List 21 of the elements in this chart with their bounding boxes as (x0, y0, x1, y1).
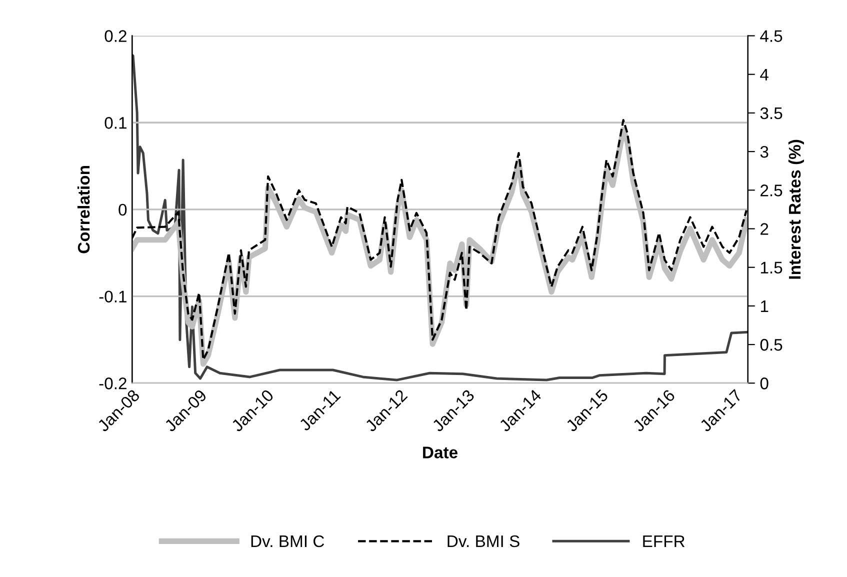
y2-tick-label: 0.5 (760, 338, 782, 351)
y2-axis-title: Interest Rates (%) (788, 140, 804, 279)
y2-tick-label: 4 (760, 68, 768, 80)
y2-tick-label: 4.5 (760, 30, 782, 42)
y2-tick-label: 3 (760, 146, 768, 158)
y2-tick-label: 2 (760, 223, 768, 235)
y2-tick-label: 1 (760, 300, 768, 312)
y2-tick-label: 2.5 (760, 184, 782, 196)
legend-label: Dv. BMI C (251, 535, 324, 548)
y-tick-label: 0.2 (104, 30, 126, 42)
y2-tick-label: 0 (760, 378, 768, 390)
y-tick-label: -0.2 (99, 378, 126, 390)
y-tick-label: 0.1 (104, 117, 126, 129)
y2-tick-label: 1.5 (760, 262, 782, 274)
y-axis-title: Correlation (77, 166, 90, 254)
legend-label: Dv. BMI S (448, 535, 520, 548)
y2-tick-label: 3.5 (760, 107, 782, 120)
legend-label: EFFR (643, 536, 685, 547)
y-tick-label: 0 (118, 204, 127, 216)
y-tick-label: -0.1 (99, 290, 126, 302)
x-axis-title: Date (423, 446, 458, 458)
